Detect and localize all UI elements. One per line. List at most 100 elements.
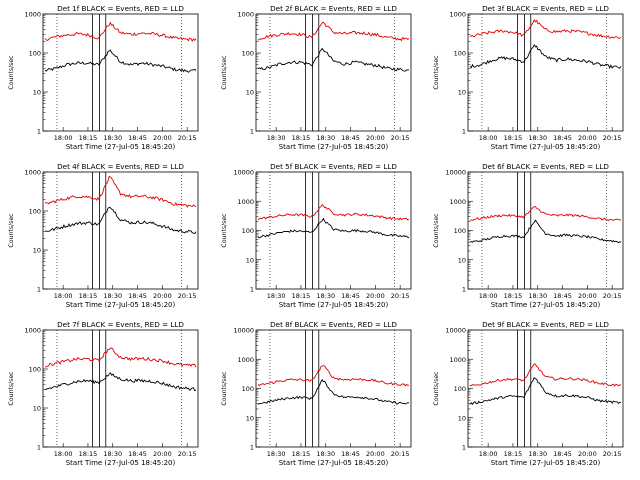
plot-frame: [467, 329, 624, 448]
y-axis-label: Counts/sec: [8, 371, 15, 406]
series-line-events: [257, 378, 410, 405]
y-tick-label: 1000: [237, 198, 254, 206]
plot-frame: [255, 13, 412, 132]
y-tick-label: 10: [458, 414, 466, 422]
panel-title: Det 7f BLACK = Events, RED = LLD: [57, 320, 184, 329]
plot-frame: [467, 13, 624, 132]
y-axis-label: Counts/sec: [8, 55, 15, 90]
series-line-events: [44, 372, 197, 392]
x-tick-label: 18:15: [504, 134, 523, 142]
x-tick-label: 18:30: [528, 292, 547, 300]
plot-frame: [42, 13, 199, 132]
y-tick-label: 10: [33, 405, 41, 413]
series-line-lld: [257, 21, 410, 42]
x-tick-label: 18:15: [79, 292, 98, 300]
y-axis-label: Counts/sec: [433, 213, 440, 248]
x-tick-label: 18:45: [128, 292, 147, 300]
x-tick-label: 18:15: [292, 292, 311, 300]
x-tick-label: 18:30: [267, 134, 286, 142]
x-tick-label: 18:00: [479, 134, 498, 142]
x-tick-label: 20:15: [178, 292, 197, 300]
plot-frame: [255, 329, 412, 448]
y-tick-label: 1: [250, 128, 254, 136]
panel-det-4: Det 4f BLACK = Events, RED = LLD Counts/s…: [8, 162, 199, 309]
panel-det-3: Det 3f BLACK = Events, RED = LLD Counts/s…: [433, 4, 624, 151]
panel-title: Det 5f BLACK = Events, RED = LLD: [270, 162, 397, 171]
x-tick-label: 20:00: [366, 134, 385, 142]
y-tick-label: 100: [29, 208, 41, 216]
y-tick-label: 1: [37, 128, 41, 136]
y-tick-label: 10: [246, 256, 254, 264]
y-axis-label: Counts/sec: [8, 213, 15, 248]
y-tick-label: 1000: [449, 11, 466, 19]
x-axis-label: Start Time (27-Jul-05 18:45:20): [66, 459, 176, 467]
plot-frame: [42, 329, 199, 448]
panel-det-6: Det 6f BLACK = Events, RED = LLD Counts/s…: [433, 162, 624, 309]
x-axis-label: Start Time (27-Jul-05 18:45:20): [491, 301, 601, 309]
x-tick-label: 20:00: [153, 450, 172, 458]
x-tick-label: 20:15: [178, 450, 197, 458]
panel-det-7: Det 7f BLACK = Events, RED = LLD Counts/s…: [8, 320, 199, 467]
x-tick-label: 18:45: [341, 292, 360, 300]
x-tick-label: 18:15: [504, 292, 523, 300]
y-tick-label: 100: [242, 227, 254, 235]
x-axis-label: Start Time (27-Jul-05 18:45:20): [491, 143, 601, 151]
x-tick-label: 18:00: [54, 450, 73, 458]
series-line-events: [469, 376, 622, 406]
x-tick-label: 18:00: [54, 292, 73, 300]
panel-det-2: Det 2f BLACK = Events, RED = LLD Counts/s…: [221, 4, 412, 151]
y-tick-label: 1: [250, 444, 254, 452]
y-tick-label: 1000: [237, 11, 254, 19]
y-axis-label: Counts/sec: [433, 371, 440, 406]
x-tick-label: 20:15: [391, 450, 410, 458]
x-tick-label: 18:45: [128, 134, 147, 142]
y-axis-label: Counts/sec: [221, 371, 228, 406]
x-tick-label: 18:45: [341, 450, 360, 458]
x-tick-label: 18:45: [553, 292, 572, 300]
y-axis-label: Counts/sec: [221, 213, 228, 248]
x-tick-label: 18:45: [341, 134, 360, 142]
y-axis-label: Counts/sec: [221, 55, 228, 90]
y-tick-label: 100: [242, 385, 254, 393]
y-tick-label: 1000: [449, 356, 466, 364]
y-tick-label: 10: [246, 414, 254, 422]
x-tick-label: 20:00: [578, 134, 597, 142]
x-axis-label: Start Time (27-Jul-05 18:45:20): [279, 459, 389, 467]
x-tick-label: 20:00: [578, 292, 597, 300]
series-line-events: [469, 219, 622, 244]
y-tick-label: 10000: [233, 327, 254, 335]
x-axis-label: Start Time (27-Jul-05 18:45:20): [66, 301, 176, 309]
y-tick-label: 100: [29, 366, 41, 374]
y-tick-label: 1000: [24, 169, 41, 177]
panel-title: Det 4f BLACK = Events, RED = LLD: [57, 162, 184, 171]
y-tick-label: 100: [242, 50, 254, 58]
series-line-lld: [45, 175, 197, 208]
panel-title: Det 1f BLACK = Events, RED = LLD: [57, 4, 184, 13]
panel-title: Det 8f BLACK = Events, RED = LLD: [270, 320, 397, 329]
y-tick-label: 10: [33, 247, 41, 255]
x-tick-label: 18:45: [128, 450, 147, 458]
x-tick-label: 18:30: [267, 292, 286, 300]
plot-frame: [467, 171, 624, 290]
x-tick-label: 18:00: [479, 450, 498, 458]
y-tick-label: 10: [33, 89, 41, 97]
plot-frame: [42, 171, 199, 290]
panel-title: Det 6f BLACK = Events, RED = LLD: [482, 162, 609, 171]
series-line-lld: [469, 18, 622, 39]
y-tick-label: 10: [246, 89, 254, 97]
x-tick-label: 18:00: [54, 134, 73, 142]
y-tick-label: 10000: [445, 327, 466, 335]
y-tick-label: 100: [454, 50, 466, 58]
y-tick-label: 10: [458, 256, 466, 264]
x-tick-label: 18:30: [103, 450, 122, 458]
y-tick-label: 1: [250, 286, 254, 294]
y-tick-label: 100: [454, 227, 466, 235]
panel-det-1: Det 1f BLACK = Events, RED = LLD Counts/s…: [8, 4, 199, 151]
x-tick-label: 20:00: [366, 292, 385, 300]
x-tick-label: 18:30: [316, 134, 335, 142]
x-tick-label: 18:45: [553, 450, 572, 458]
y-tick-label: 10: [458, 89, 466, 97]
series-line-lld: [469, 363, 622, 387]
y-tick-label: 1: [37, 444, 41, 452]
